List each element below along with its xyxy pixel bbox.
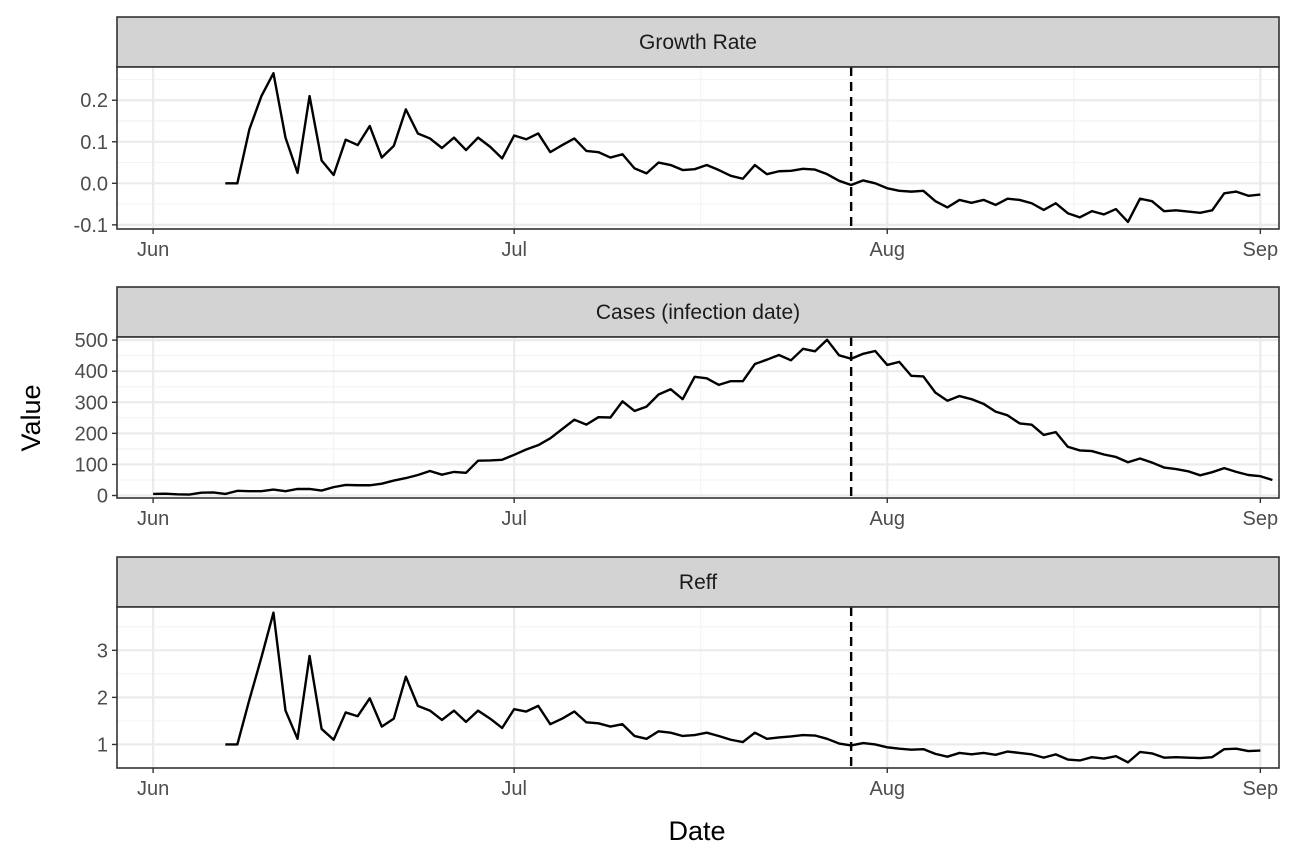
y-tick-label: -0.1 <box>74 215 108 237</box>
x-tick-label: Aug <box>869 239 905 261</box>
x-tick-label: Jun <box>137 508 169 530</box>
x-tick-label: Sep <box>1243 239 1279 261</box>
y-tick-label: 0.2 <box>80 90 108 112</box>
x-tick-label: Aug <box>869 508 905 530</box>
y-tick-label: 3 <box>97 640 108 662</box>
panel-border <box>116 66 1280 230</box>
x-tick-label: Sep <box>1243 778 1279 800</box>
facet-title: Reff <box>679 571 717 594</box>
y-tick-label: 1 <box>97 734 108 756</box>
facet-title: Cases (infection date) <box>596 301 800 324</box>
x-tick-label: Aug <box>869 778 905 800</box>
panel-background <box>117 67 1279 229</box>
y-tick-label: 0.1 <box>80 132 108 154</box>
panel-border <box>116 336 1280 499</box>
panel-border <box>116 606 1280 769</box>
series-line <box>153 338 1273 496</box>
y-tick-label: 200 <box>75 423 108 445</box>
x-axis-title: Date <box>668 816 725 846</box>
series-line <box>225 611 1261 764</box>
facet-panel: Growth Rate -0.1 0.0 0.1 0.2 Jun Jul Aug Sep <box>74 16 1280 261</box>
panel-background <box>117 607 1279 768</box>
y-tick-label: 0 <box>97 486 108 508</box>
x-tick-label: Jun <box>137 239 169 261</box>
y-tick-label: 400 <box>75 361 108 383</box>
x-tick-label: Jul <box>501 239 527 261</box>
facet-title: Growth Rate <box>639 31 757 54</box>
y-tick-label: 500 <box>75 330 108 352</box>
y-axis-title: Value <box>16 384 46 451</box>
x-tick-label: Jul <box>501 508 527 530</box>
facet-strip <box>116 16 1280 68</box>
facet-strip <box>116 286 1280 338</box>
x-tick-label: Jun <box>137 778 169 800</box>
y-tick-label: 100 <box>75 454 108 476</box>
series-line <box>225 72 1261 224</box>
y-tick-label: 300 <box>75 392 108 414</box>
x-tick-label: Sep <box>1243 508 1279 530</box>
y-tick-label: 2 <box>97 687 108 709</box>
y-tick-label: 0.0 <box>80 173 108 195</box>
facet-panel: Reff 1 2 3 Jun Jul Aug Sep <box>97 556 1280 800</box>
facet-panel: Cases (infection date) 0 100 200 300 400 500 Ju… <box>75 286 1280 530</box>
x-tick-label: Jul <box>501 778 527 800</box>
